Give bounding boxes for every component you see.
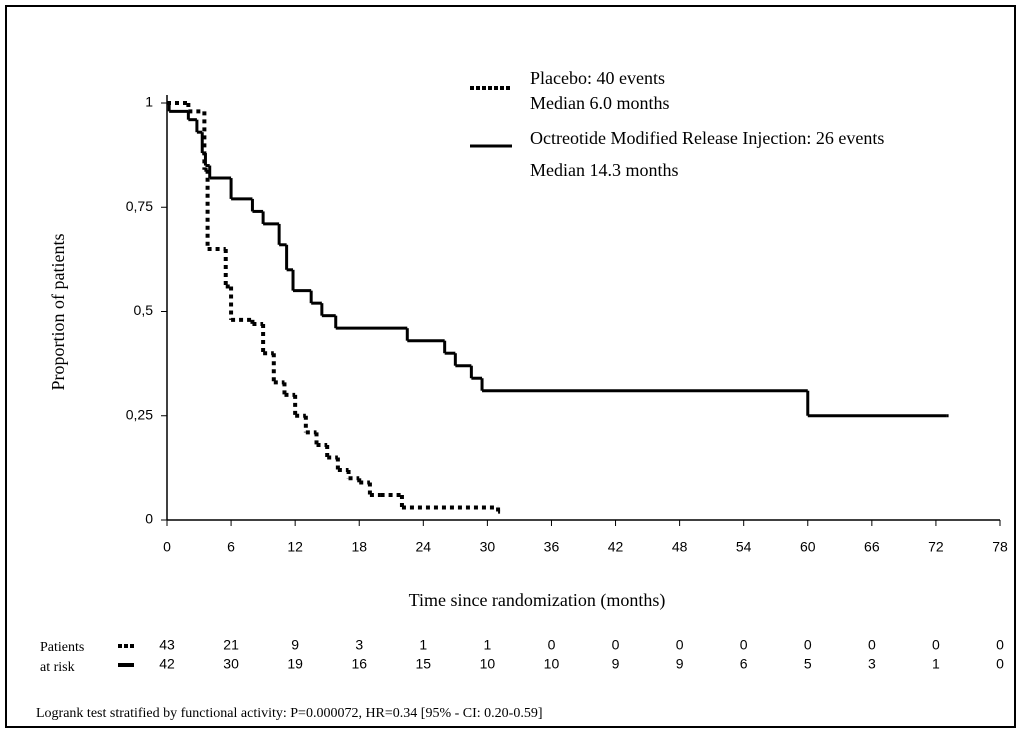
risk-count: 30	[223, 656, 239, 672]
risk-count: 0	[932, 637, 940, 653]
risk-count: 0	[548, 637, 556, 653]
x-tick-label: 72	[928, 539, 944, 555]
y-tick-label: 0	[145, 511, 153, 527]
x-tick-label: 54	[736, 539, 752, 555]
risk-count: 10	[480, 656, 496, 672]
risk-count: 0	[612, 637, 620, 653]
risk-count: 1	[932, 656, 940, 672]
x-tick-label: 0	[163, 539, 171, 555]
x-tick-label: 60	[800, 539, 816, 555]
risk-count: 9	[612, 656, 620, 672]
risk-count: 10	[544, 656, 560, 672]
risk-count: 21	[223, 637, 239, 653]
risk-count: 1	[483, 637, 491, 653]
risk-count: 9	[291, 637, 299, 653]
risk-count: 6	[740, 656, 748, 672]
x-tick-label: 78	[992, 539, 1008, 555]
x-axis-label: Time since randomization (months)	[409, 590, 666, 611]
risk-count: 0	[676, 637, 684, 653]
x-tick-label: 42	[608, 539, 624, 555]
y-tick-label: 0,75	[126, 198, 153, 214]
risk-count: 5	[804, 656, 812, 672]
x-tick-label: 18	[351, 539, 367, 555]
y-tick-label: 0,25	[126, 406, 153, 422]
legend-label: Octreotide Modified Release Injection: 2…	[530, 128, 884, 148]
y-tick-label: 0,5	[134, 302, 154, 318]
risk-count: 19	[287, 656, 303, 672]
risk-count: 9	[676, 656, 684, 672]
x-tick-label: 30	[480, 539, 496, 555]
risk-count: 16	[351, 656, 367, 672]
risk-count: 0	[868, 637, 876, 653]
legend-median: Median 6.0 months	[530, 93, 670, 113]
risk-count: 3	[355, 637, 363, 653]
risk-count: 3	[868, 656, 876, 672]
legend-median: Median 14.3 months	[530, 160, 679, 180]
frame	[5, 5, 1016, 728]
y-axis-label: Proportion of patients	[48, 234, 68, 391]
risk-count: 43	[159, 637, 175, 653]
y-tick-label: 1	[145, 94, 153, 110]
risk-count: 1	[419, 637, 427, 653]
x-tick-label: 24	[416, 539, 432, 555]
risk-count: 0	[740, 637, 748, 653]
x-tick-label: 48	[672, 539, 688, 555]
risk-count: 15	[416, 656, 432, 672]
x-tick-label: 66	[864, 539, 880, 555]
risk-count: 0	[996, 656, 1004, 672]
x-tick-label: 36	[544, 539, 560, 555]
x-tick-label: 12	[287, 539, 303, 555]
risk-label: Patients	[40, 640, 84, 655]
risk-count: 0	[804, 637, 812, 653]
legend-label: Placebo: 40 events	[530, 68, 665, 88]
risk-count: 42	[159, 656, 175, 672]
risk-label: at risk	[40, 660, 75, 675]
footnote: Logrank test stratified by functional ac…	[36, 706, 543, 721]
x-tick-label: 6	[227, 539, 235, 555]
risk-count: 0	[996, 637, 1004, 653]
